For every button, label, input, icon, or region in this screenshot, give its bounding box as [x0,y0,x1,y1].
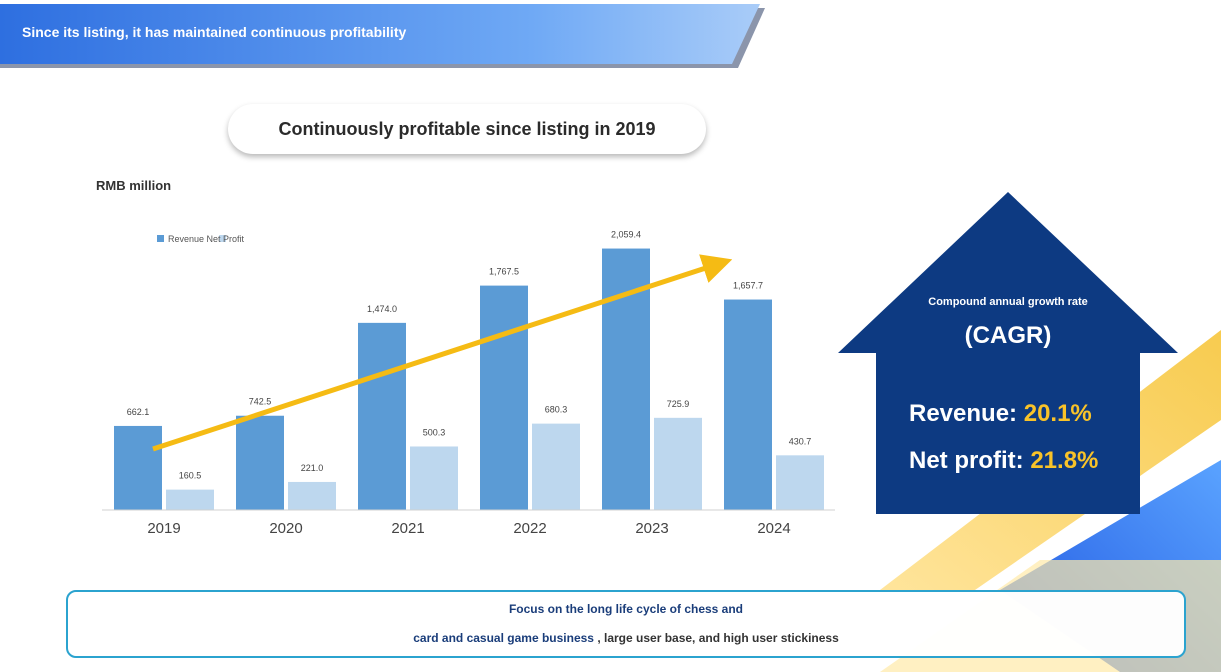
bar-net-profit-2021 [410,446,458,510]
bar-net-profit-2024 [776,455,824,510]
data-label-revenue-2022: 1,767.5 [489,267,519,277]
bar-revenue-2021 [358,322,406,510]
data-label-net-profit-2023: 725.9 [667,399,690,409]
cagr-net-profit-row: Net profit: 21.8% [909,447,1098,475]
data-label-net-profit-2022: 680.3 [545,405,568,415]
footer-line-2: card and casual game business , large us… [68,631,1184,645]
bar-revenue-2024 [724,299,772,510]
trend-arrow [152,254,733,452]
legend-swatch-revenue [157,235,164,242]
legend-swatch-net-profit [219,235,226,242]
header-banner [0,4,765,68]
data-label-revenue-2024: 1,657.7 [733,281,763,291]
data-label-revenue-2020: 742.5 [249,397,272,407]
data-label-revenue-2019: 662.1 [127,407,150,417]
bar-revenue-2022 [480,285,528,510]
legend-text: Revenue Net Profit [168,234,245,244]
chart-title: Continuously profitable since listing in… [278,119,656,139]
footer-highlight: card and casual game business [413,631,594,645]
bar-net-profit-2023 [654,417,702,510]
footer-line-1: Focus on the long life cycle of chess an… [508,602,744,616]
x-tick-label-2023: 2023 [635,520,668,537]
x-tick-label-2020: 2020 [269,520,302,537]
bar-net-profit-2019 [166,489,214,510]
x-tick-label-2019: 2019 [147,520,180,537]
data-label-net-profit-2020: 221.0 [301,463,324,473]
cagr-revenue-value: 20.1% [1023,400,1092,427]
data-label-net-profit-2024: 430.7 [789,436,812,446]
cagr-revenue-label: Revenue: [909,400,1018,427]
footer-box: Focus on the long life cycle of chess an… [66,590,1186,658]
header-title: Since its listing, it has maintained con… [22,24,407,40]
subtitle-pill: Continuously profitable since listing in… [228,104,706,154]
x-tick-label-2021: 2021 [391,520,424,537]
data-label-net-profit-2021: 500.3 [423,427,446,437]
bar-revenue-2020 [236,415,284,510]
cagr-net-profit-label: Net profit: [909,447,1024,474]
data-label-revenue-2021: 1,474.0 [367,304,397,314]
footer-rest: , large user base, and high user stickin… [597,631,839,645]
unit-label: RMB million [96,178,172,193]
x-tick-label-2024: 2024 [757,520,790,537]
bar-net-profit-2020 [288,481,336,510]
data-label-net-profit-2019: 160.5 [179,471,202,481]
cagr-caption: Compound annual growth rate [928,296,1088,308]
bar-net-profit-2022 [532,423,580,510]
x-tick-label-2022: 2022 [513,520,546,537]
cagr-revenue-row: Revenue: 20.1% [909,400,1092,428]
cagr-panel [838,192,1178,514]
bar-revenue-2019 [114,425,162,510]
cagr-net-profit-value: 21.8% [1030,447,1099,474]
data-label-revenue-2023: 2,059.4 [611,230,641,240]
cagr-abbrev: (CAGR) [964,322,1052,349]
